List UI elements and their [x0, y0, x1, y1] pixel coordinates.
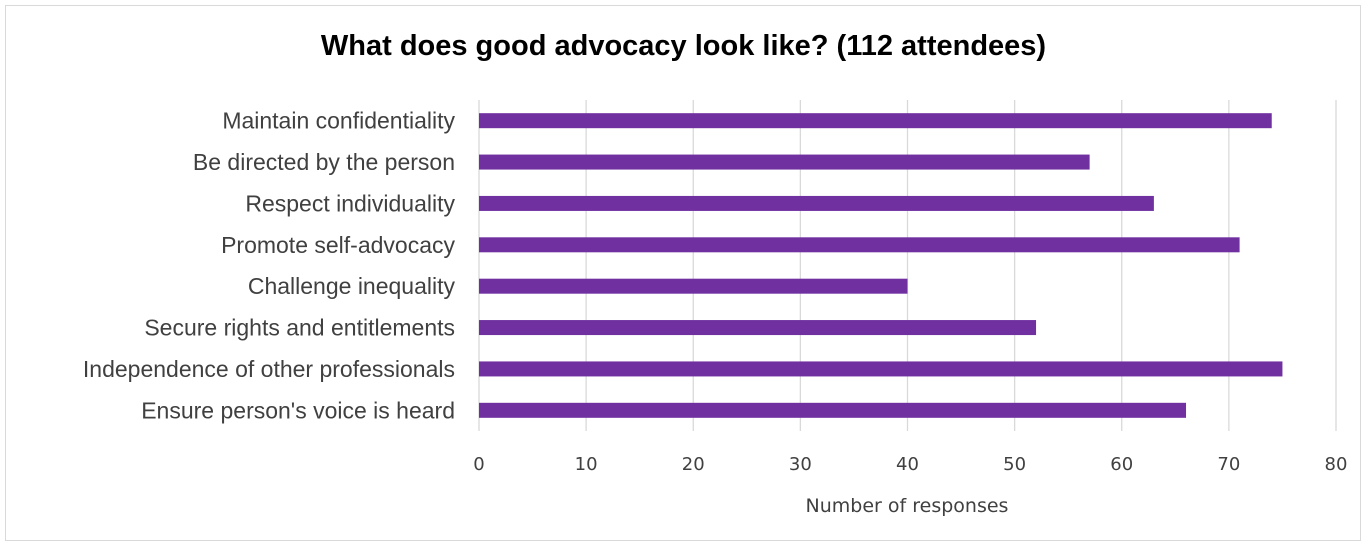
category-label: Maintain confidentiality	[222, 108, 455, 134]
bar	[479, 278, 908, 294]
x-tick-label: 30	[789, 454, 812, 475]
category-label: Promote self-advocacy	[221, 232, 455, 258]
x-tick-label: 10	[575, 454, 598, 475]
bar	[479, 320, 1037, 336]
x-tick-label: 80	[1325, 454, 1348, 475]
bar	[479, 237, 1240, 253]
chart-title: What does good advocacy look like? (112 …	[320, 30, 1047, 62]
category-label: Ensure person's voice is heard	[141, 397, 455, 423]
x-tick-label: 0	[473, 454, 484, 475]
bar	[479, 113, 1272, 129]
category-label: Independence of other professionals	[83, 356, 455, 382]
category-label: Challenge inequality	[248, 273, 456, 299]
category-label: Secure rights and entitlements	[144, 315, 455, 341]
x-tick-label: 50	[1003, 454, 1026, 475]
x-tick-label: 60	[1110, 454, 1133, 475]
bar	[479, 402, 1187, 418]
x-tick-label: 20	[682, 454, 705, 475]
bar	[479, 154, 1090, 170]
x-tick-label: 40	[896, 454, 919, 475]
x-tick-label: 70	[1217, 454, 1240, 475]
bar	[479, 195, 1154, 211]
chart-frame	[5, 5, 1361, 541]
category-label: Be directed by the person	[193, 149, 455, 175]
x-axis-title: Number of responses	[806, 495, 1009, 517]
bar	[479, 361, 1283, 377]
category-label: Respect individuality	[245, 190, 455, 216]
